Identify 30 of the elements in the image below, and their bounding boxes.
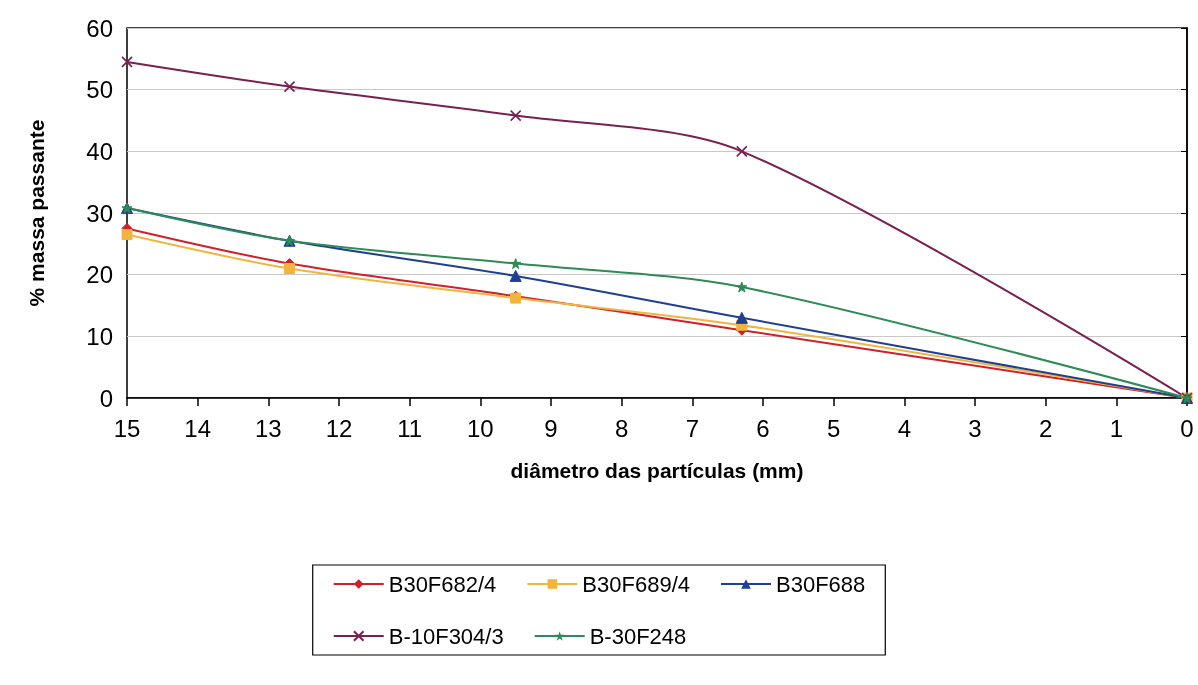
x-tick-label: 4 [897,414,912,442]
x-tick-label: 6 [756,414,770,442]
legend-label: B30F688 [775,571,866,597]
x-tick-label: 10 [466,414,494,442]
x-tick-label: 0 [1180,414,1194,442]
y-tick-label: 30 [86,199,113,227]
y-tick-label: 40 [86,137,113,165]
y-tick-label: 0 [99,384,113,412]
x-tick-label: 3 [968,414,982,442]
legend-label: B30F689/4 [582,571,690,597]
x-tick-label: 13 [254,414,282,442]
y-axis-title: % massa passante [25,119,48,307]
x-tick-label: 5 [826,414,841,442]
x-axis-title: diâmetro das partículas (mm) [510,459,804,482]
y-tick-label: 60 [86,14,113,42]
x-tick-label: 7 [685,414,700,442]
legend-label: B-30F248 [589,623,687,649]
x-tick-label: 12 [325,414,353,442]
x-tick-label: 11 [397,414,423,442]
x-tick-label: 9 [544,414,558,442]
x-tick-label: 8 [614,414,629,442]
legend-label: B30F682/4 [388,571,497,597]
x-tick-label: 14 [184,414,212,442]
y-tick-label: 50 [86,76,113,104]
x-tick-label: 1 [1109,414,1124,442]
x-tick-label: 2 [1038,414,1053,442]
legend-label: B-10F304/3 [388,623,504,649]
x-tick-label: 15 [113,414,141,442]
y-tick-label: 20 [86,261,113,289]
y-tick-label: 10 [86,322,113,350]
